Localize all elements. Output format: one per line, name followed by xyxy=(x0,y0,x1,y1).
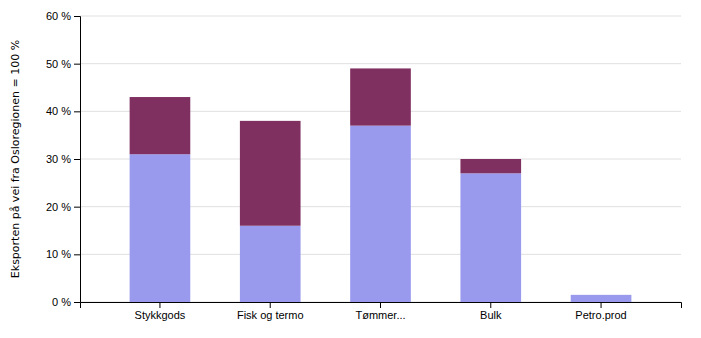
y-tick-label: 10 % xyxy=(46,248,71,260)
y-tick: 0 % xyxy=(52,296,80,308)
x-tick-mark xyxy=(490,302,491,308)
y-tick: 40 % xyxy=(46,105,80,117)
bar xyxy=(130,97,191,154)
x-tick-mark xyxy=(270,302,271,308)
y-tick-mark xyxy=(74,302,80,303)
y-tick-mark xyxy=(74,254,80,255)
bar xyxy=(130,154,191,302)
chart: Stykkgods Fisk og termo Tømmer... Bulk Petro… xyxy=(0,0,701,338)
y-tick-label: 60 % xyxy=(46,10,71,22)
x-axis-line xyxy=(81,303,682,309)
x-tick: Fisk og termo xyxy=(237,302,304,321)
y-axis: 0 % 10 % 20 % 30 % 40 % 50 % 60 % xyxy=(46,10,81,308)
bar xyxy=(240,121,301,226)
x-tick: Tømmer... xyxy=(355,302,405,321)
y-tick: 10 % xyxy=(46,248,80,260)
bar xyxy=(460,173,521,302)
grid-line xyxy=(80,63,681,64)
y-tick-label: 30 % xyxy=(46,153,71,165)
y-tick-mark xyxy=(74,159,80,160)
y-tick-mark xyxy=(74,64,80,65)
x-tick-label: Tømmer... xyxy=(355,309,405,321)
bars xyxy=(130,68,632,302)
y-tick-mark xyxy=(74,16,80,17)
grid xyxy=(80,16,681,302)
x-tick: Petro.prod xyxy=(575,302,626,321)
bar xyxy=(240,226,301,302)
y-tick-mark xyxy=(74,207,80,208)
bar xyxy=(460,159,521,173)
y-tick: 20 % xyxy=(46,201,80,213)
y-tick: 50 % xyxy=(46,58,80,70)
x-tick-label: Petro.prod xyxy=(575,309,626,321)
y-tick-label: 20 % xyxy=(46,201,71,213)
x-tick-label: Stykkgods xyxy=(135,309,186,321)
series xyxy=(130,126,632,302)
x-tick: Stykkgods xyxy=(135,302,186,321)
y-axis-line xyxy=(74,17,81,303)
y-tick: 60 % xyxy=(46,10,80,22)
y-tick-label: 0 % xyxy=(52,296,71,308)
y-tick-label: 40 % xyxy=(46,105,71,117)
x-tick-label: Bulk xyxy=(480,309,502,321)
grid-line xyxy=(80,16,681,17)
bar xyxy=(350,126,411,302)
y-tick: 30 % xyxy=(46,153,80,165)
x-tick-mark xyxy=(159,302,160,308)
bar xyxy=(571,295,632,302)
y-tick-mark xyxy=(74,111,80,112)
y-axis-title: Eksporten på vei fra Osloregionen = 100 … xyxy=(9,40,22,278)
bar xyxy=(350,68,411,125)
series xyxy=(130,68,521,225)
plot: Stykkgods Fisk og termo Tømmer... Bulk Petro… xyxy=(46,10,682,321)
x-tick-mark xyxy=(601,302,602,308)
y-tick-label: 50 % xyxy=(46,58,71,70)
bar xyxy=(571,294,632,295)
x-tick-label: Fisk og termo xyxy=(237,309,304,321)
x-axis: Stykkgods Fisk og termo Tømmer... Bulk Petro… xyxy=(81,302,682,321)
x-tick: Bulk xyxy=(480,302,502,321)
x-tick-mark xyxy=(380,302,381,308)
